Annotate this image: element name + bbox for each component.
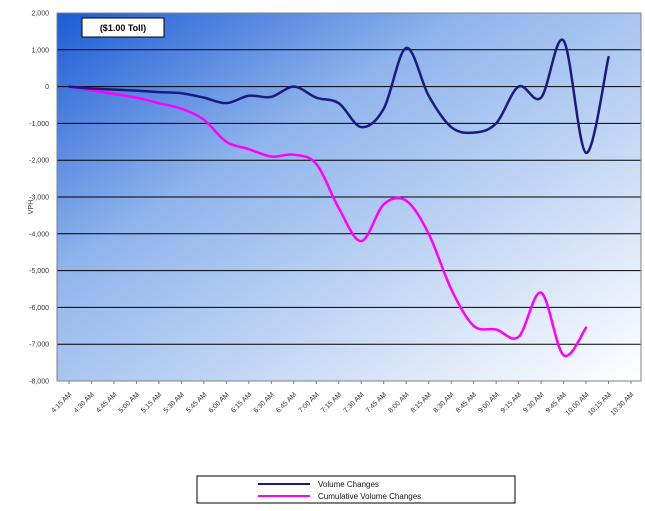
y-tick-label: -2,000 <box>29 158 49 165</box>
y-tick-label: -1,000 <box>29 121 49 128</box>
legend-label-volume-changes: Volume Changes <box>318 480 379 489</box>
x-tick-label: 9:00 AM <box>477 391 500 414</box>
x-tick-label: 9:30 AM <box>522 391 545 414</box>
x-tick-label: 4:15 AM <box>50 391 73 414</box>
x-tick-label: 4:45 AM <box>95 391 118 414</box>
y-tick-label: -3,000 <box>29 195 49 202</box>
annotation-box: ($1.00 Toll) <box>81 17 165 38</box>
x-tick-label: 8:30 AM <box>432 391 455 414</box>
series-line-cumulative-volume-changes <box>67 85 588 358</box>
x-tick-label: 7:45 AM <box>365 391 388 414</box>
x-tick-label: 7:15 AM <box>320 391 343 414</box>
x-tick-label: 8:15 AM <box>410 391 433 414</box>
legend: Volume Changes Cumulative Volume Changes <box>196 475 516 504</box>
series-line-volume-changes <box>67 38 610 155</box>
x-tick-label: 5:30 AM <box>163 391 186 414</box>
x-tick-label: 7:30 AM <box>343 391 366 414</box>
y-tick-label: 0 <box>45 84 49 91</box>
x-tick-label: 6:15 AM <box>230 391 253 414</box>
y-tick-label: 2,000 <box>31 11 49 18</box>
y-tick-label: -8,000 <box>29 379 49 386</box>
y-tick-label: -6,000 <box>29 305 49 312</box>
annotation-text: ($1.00 Toll) <box>100 23 146 33</box>
legend-label-cumulative-volume-changes: Cumulative Volume Changes <box>318 492 421 501</box>
annotation-frame <box>81 17 165 38</box>
x-tick-label: 8:45 AM <box>455 391 478 414</box>
x-tick-label: 5:00 AM <box>118 391 141 414</box>
y-tick-label: -7,000 <box>29 342 49 349</box>
x-tick-label: 5:15 AM <box>140 391 163 414</box>
x-tick-label: 9:15 AM <box>500 391 523 414</box>
plot-border <box>56 12 642 382</box>
x-tick-label: 7:00 AM <box>298 391 321 414</box>
x-tick-label: 6:30 AM <box>253 391 276 414</box>
x-tick-label: 8:00 AM <box>388 391 411 414</box>
x-tick-label: 6:00 AM <box>208 391 231 414</box>
x-tick-label: 4:30 AM <box>73 391 96 414</box>
legend-frame <box>196 475 516 504</box>
x-tick-label: 10:30 AM <box>610 391 636 417</box>
x-tick-label: 5:45 AM <box>185 391 208 414</box>
y-axis-label: VPH <box>28 200 35 214</box>
y-tick-label: -5,000 <box>29 268 49 275</box>
x-tick-label: 10:15 AM <box>587 391 613 417</box>
y-tick-label: -4,000 <box>29 231 49 238</box>
y-tick-label: 1,000 <box>31 47 49 54</box>
x-tick-label: 10:00 AM <box>565 391 591 417</box>
x-tick-label: 6:45 AM <box>275 391 298 414</box>
